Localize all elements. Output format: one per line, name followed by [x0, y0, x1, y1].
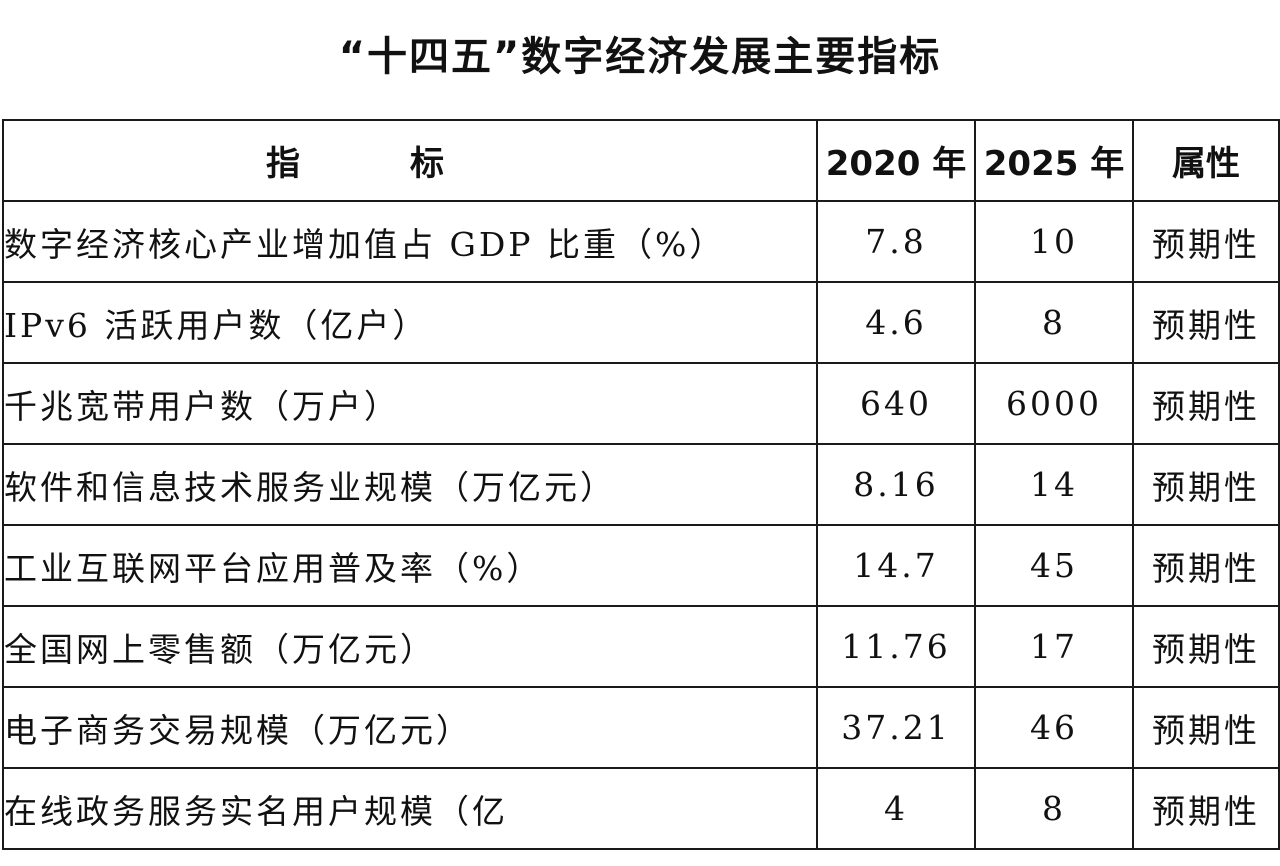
table-header-row: 指标 2020 年 2025 年 属性	[2, 119, 1280, 202]
value-2020: 14.7	[816, 524, 976, 607]
indicator-name: 工业互联网平台应用普及率（%）	[2, 524, 818, 607]
attribute-cell: 预期性	[1132, 524, 1280, 607]
attribute-cell: 预期性	[1132, 443, 1280, 526]
value-2025: 45	[974, 524, 1134, 607]
attribute-cell: 预期性	[1132, 281, 1280, 364]
indicators-table: 指标 2020 年 2025 年 属性 数字经济核心产业增加值占 GDP 比重（…	[2, 119, 1280, 850]
attribute-cell: 预期性	[1132, 686, 1280, 769]
table-row: 千兆宽带用户数（万户） 640 6000 预期性	[2, 362, 1280, 445]
value-2020: 8.16	[816, 443, 976, 526]
value-2020: 37.21	[816, 686, 976, 769]
header-2020: 2020 年	[816, 119, 976, 202]
attribute-cell: 预期性	[1132, 362, 1280, 445]
value-2020: 640	[816, 362, 976, 445]
indicator-name: 千兆宽带用户数（万户）	[2, 362, 818, 445]
table-row: 全国网上零售额（万亿元） 11.76 17 预期性	[2, 605, 1280, 688]
indicator-name: IPv6 活跃用户数（亿户）	[2, 281, 818, 364]
indicator-name: 在线政务服务实名用户规模（亿	[2, 767, 818, 850]
value-2025: 17	[974, 605, 1134, 688]
indicator-name: 软件和信息技术服务业规模（万亿元）	[2, 443, 818, 526]
table-row: 数字经济核心产业增加值占 GDP 比重（%） 7.8 10 预期性	[2, 200, 1280, 283]
table-row: 软件和信息技术服务业规模（万亿元） 8.16 14 预期性	[2, 443, 1280, 526]
value-2025: 14	[974, 443, 1134, 526]
attribute-cell: 预期性	[1132, 200, 1280, 283]
indicator-name: 数字经济核心产业增加值占 GDP 比重（%）	[2, 200, 818, 283]
header-attribute: 属性	[1132, 119, 1280, 202]
value-2020: 7.8	[816, 200, 976, 283]
value-2025: 8	[974, 767, 1134, 850]
table-row: 工业互联网平台应用普及率（%） 14.7 45 预期性	[2, 524, 1280, 607]
value-2020: 11.76	[816, 605, 976, 688]
table-row: 电子商务交易规模（万亿元） 37.21 46 预期性	[2, 686, 1280, 769]
attribute-cell: 预期性	[1132, 767, 1280, 850]
value-2025: 6000	[974, 362, 1134, 445]
table-row: 在线政务服务实名用户规模（亿 4 8 预期性	[2, 767, 1280, 850]
value-2025: 10	[974, 200, 1134, 283]
value-2020: 4.6	[816, 281, 976, 364]
value-2020: 4	[816, 767, 976, 850]
indicator-name: 电子商务交易规模（万亿元）	[2, 686, 818, 769]
attribute-cell: 预期性	[1132, 605, 1280, 688]
table-row: IPv6 活跃用户数（亿户） 4.6 8 预期性	[2, 281, 1280, 364]
page-title: “十四五”数字经济发展主要指标	[338, 34, 942, 80]
indicator-name: 全国网上零售额（万亿元）	[2, 605, 818, 688]
value-2025: 46	[974, 686, 1134, 769]
value-2025: 8	[974, 281, 1134, 364]
header-indicator: 指标	[2, 119, 818, 202]
header-2025: 2025 年	[974, 119, 1134, 202]
